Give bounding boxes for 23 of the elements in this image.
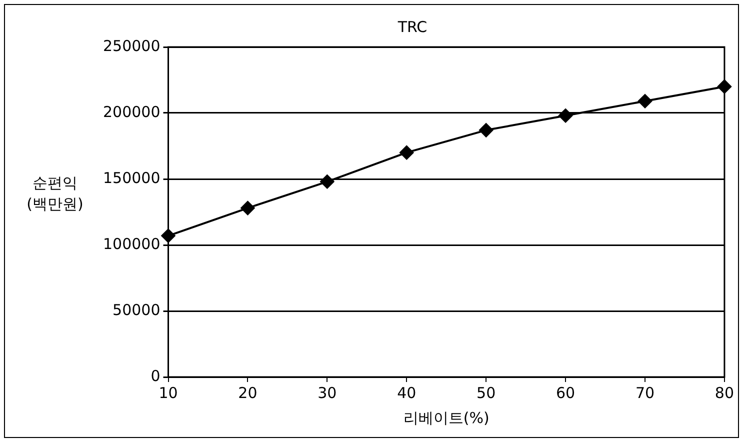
x-tick-label: 10 [158,384,178,402]
y-tick-label: 150000 [102,168,160,187]
y-tick-label: 100000 [102,234,160,253]
point [479,123,494,138]
x-tick-label: 70 [635,384,655,402]
y-tick-label: 0 [150,366,160,385]
point [320,174,334,189]
point [400,146,414,160]
y-tick-label: 200000 [102,102,160,121]
chart-title: TRC [396,18,428,36]
x-tick-label: 80 [714,384,734,402]
point [240,201,255,216]
x-tick-label: 50 [476,384,496,402]
point [558,108,573,123]
x-tick-label: 40 [397,384,416,402]
x-tick-label: 30 [318,384,337,402]
y-tick-label: 250000 [102,36,160,55]
x-tick-label: 20 [238,384,258,402]
x-axis-title: 리베이트(%) [403,408,490,427]
y-axis-title: 순편익 (백만원) [26,173,84,215]
x-tick-label: 60 [556,384,576,402]
y-tick-label: 50000 [112,300,160,319]
point [638,94,652,108]
